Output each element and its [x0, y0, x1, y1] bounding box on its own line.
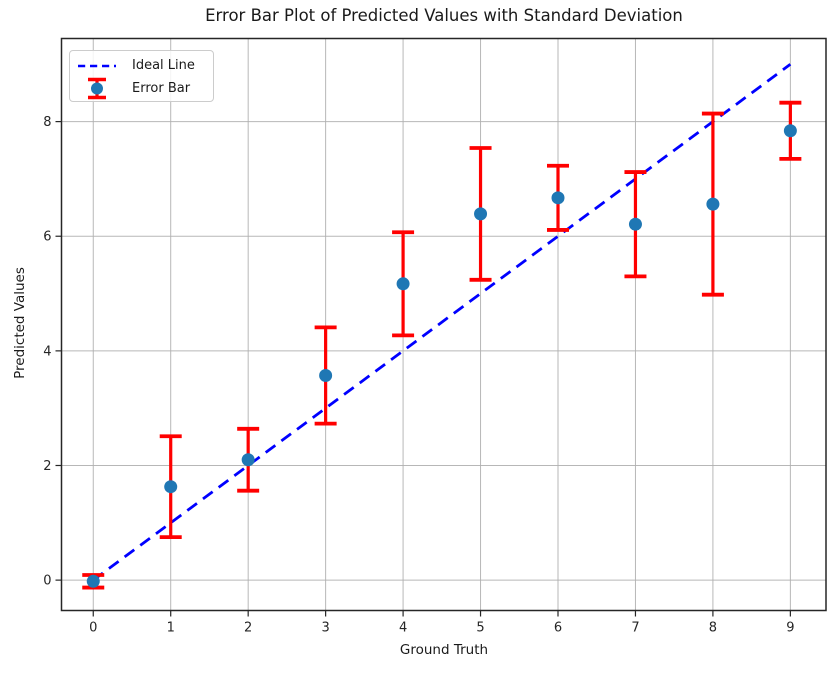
data-point-marker [241, 453, 255, 467]
data-point-marker [86, 574, 100, 588]
x-tick-label: 8 [709, 621, 717, 636]
x-tick-label: 0 [89, 621, 97, 636]
x-tick-label: 7 [631, 621, 639, 636]
data-point-marker [164, 480, 178, 494]
data-point-marker [396, 277, 410, 291]
x-tick-label: 2 [244, 621, 252, 636]
y-tick-label: 8 [43, 115, 51, 130]
y-axis-label: Predicted Values [12, 267, 28, 379]
chart-title: Error Bar Plot of Predicted Values with … [205, 6, 683, 25]
x-tick-label: 9 [786, 621, 794, 636]
data-point-marker [319, 369, 333, 383]
data-point-marker [783, 124, 797, 138]
legend-label: Ideal Line [132, 58, 195, 73]
y-tick-label: 0 [43, 574, 51, 589]
x-tick-label: 4 [399, 621, 407, 636]
legend-label: Error Bar [132, 81, 191, 96]
x-tick-label: 6 [554, 621, 562, 636]
y-tick-label: 6 [43, 230, 51, 245]
ideal-line [92, 63, 792, 582]
legend-item-ideal-line: Ideal Line [77, 54, 213, 77]
legend: Ideal Line Error Bar [69, 50, 214, 102]
x-tick-label: 3 [321, 621, 329, 636]
data-point-marker [551, 191, 565, 205]
y-tick-label: 2 [43, 459, 51, 474]
data-point-marker [628, 217, 642, 231]
dashed-line-icon [77, 63, 117, 69]
x-tick-label: 5 [476, 621, 484, 636]
x-axis-label: Ground Truth [399, 642, 489, 658]
plot-spine [60, 37, 827, 612]
data-point-marker [474, 207, 488, 221]
legend-item-error-bar: Error Bar [77, 77, 213, 100]
errorbar-marker-icon [77, 76, 117, 101]
x-tick-label: 1 [167, 621, 175, 636]
data-point-marker [706, 197, 720, 211]
y-tick-label: 4 [43, 344, 51, 359]
